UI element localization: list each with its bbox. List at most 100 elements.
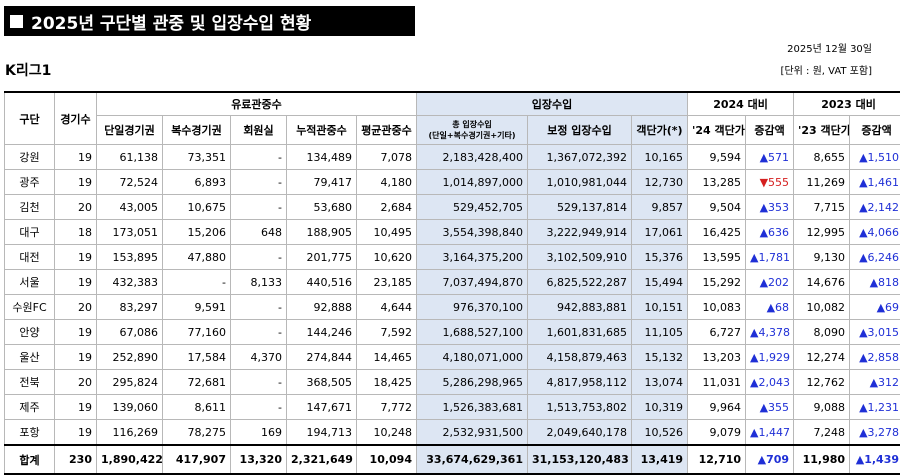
unit-price-cell: 13,074: [632, 370, 688, 395]
total-revenue-cell: 1,688,527,100: [417, 320, 528, 345]
header-total-revenue: 총 입장수입 (단일+복수경기권+기타): [417, 116, 528, 145]
attendance-revenue-table: 구단 경기수 유료관중수 입장수입 2024 대비 2023 대비 단일경기권 …: [4, 91, 900, 475]
unit-price-cell: 11,105: [632, 320, 688, 345]
single-cell: 116,269: [97, 420, 163, 446]
cumulative-cell: 274,844: [287, 345, 357, 370]
header-total-revenue-line1: 총 입장수입: [421, 119, 523, 130]
price-2024-cell: 10,083: [688, 295, 746, 320]
games-cell: 18: [55, 220, 97, 245]
club-cell: 광주: [5, 170, 55, 195]
report-title: 2025년 구단별 관중 및 입장수입 현황: [31, 9, 311, 34]
member-cell: 648: [231, 220, 287, 245]
unit-price-cell: 17,061: [632, 220, 688, 245]
average-cell: 10,248: [357, 420, 417, 446]
average-cell: 14,465: [357, 345, 417, 370]
diff-2023-cell: ▲3,278: [850, 420, 900, 446]
adjusted-revenue-cell: 1,367,072,392: [528, 145, 632, 170]
multi-cell: 417,907: [163, 445, 231, 474]
header-price-2024: '24 객단가: [688, 116, 746, 145]
diff-2024-cell: ▲2,043: [746, 370, 794, 395]
multi-cell: 6,893: [163, 170, 231, 195]
price-2024-cell: 13,285: [688, 170, 746, 195]
multi-cell: 8,611: [163, 395, 231, 420]
games-cell: 20: [55, 195, 97, 220]
unit-price-cell: 9,857: [632, 195, 688, 220]
average-cell: 7,078: [357, 145, 417, 170]
unit-price-cell: 10,151: [632, 295, 688, 320]
average-cell: 18,425: [357, 370, 417, 395]
diff-2023-cell: ▲312: [850, 370, 900, 395]
total-revenue-cell: 2,532,931,500: [417, 420, 528, 446]
price-2024-cell: 9,594: [688, 145, 746, 170]
total-revenue-cell: 4,180,071,000: [417, 345, 528, 370]
diff-2024-cell: ▲709: [746, 445, 794, 474]
games-cell: 230: [55, 445, 97, 474]
total-revenue-cell: 1,014,897,000: [417, 170, 528, 195]
price-2024-cell: 13,203: [688, 345, 746, 370]
unit-price-cell: 15,132: [632, 345, 688, 370]
header-adjusted-revenue: 보정 입장수입: [528, 116, 632, 145]
header-diff-2024: 증감액: [746, 116, 794, 145]
cumulative-cell: 368,505: [287, 370, 357, 395]
single-cell: 252,890: [97, 345, 163, 370]
adjusted-revenue-cell: 1,010,981,044: [528, 170, 632, 195]
adjusted-revenue-cell: 529,137,814: [528, 195, 632, 220]
diff-2024-cell: ▲353: [746, 195, 794, 220]
adjusted-revenue-cell: 6,825,522,287: [528, 270, 632, 295]
games-cell: 19: [55, 420, 97, 446]
adjusted-revenue-cell: 31,153,120,483: [528, 445, 632, 474]
cumulative-cell: 440,516: [287, 270, 357, 295]
diff-2023-cell: ▲69: [850, 295, 900, 320]
adjusted-revenue-cell: 942,883,881: [528, 295, 632, 320]
price-2023-cell: 7,715: [794, 195, 850, 220]
unit-price-cell: 15,376: [632, 245, 688, 270]
total-revenue-cell: 529,452,705: [417, 195, 528, 220]
header-paid-attendance: 유료관중수: [97, 92, 417, 116]
club-cell: 수원FC: [5, 295, 55, 320]
average-cell: 7,592: [357, 320, 417, 345]
cumulative-cell: 188,905: [287, 220, 357, 245]
header-games: 경기수: [55, 92, 97, 145]
adjusted-revenue-cell: 1,513,753,802: [528, 395, 632, 420]
club-cell: 전북: [5, 370, 55, 395]
club-cell: 합계: [5, 445, 55, 474]
average-cell: 4,180: [357, 170, 417, 195]
price-2023-cell: 11,980: [794, 445, 850, 474]
unit-note: [단위 : 원, VAT 포함]: [781, 62, 872, 77]
header-total-revenue-line2: (단일+복수경기권+기타): [421, 130, 523, 141]
multi-cell: 17,584: [163, 345, 231, 370]
member-cell: 169: [231, 420, 287, 446]
price-2024-cell: 12,710: [688, 445, 746, 474]
adjusted-revenue-cell: 4,158,879,463: [528, 345, 632, 370]
total-revenue-cell: 33,674,629,361: [417, 445, 528, 474]
diff-2023-cell: ▲1,461: [850, 170, 900, 195]
league-name: K리그1: [5, 60, 51, 80]
price-2023-cell: 7,248: [794, 420, 850, 446]
report-title-bar: 2025년 구단별 관중 및 입장수입 현황: [4, 6, 415, 36]
club-cell: 포항: [5, 420, 55, 446]
total-revenue-cell: 7,037,494,870: [417, 270, 528, 295]
header-member: 회원실: [231, 116, 287, 145]
single-cell: 1,890,422: [97, 445, 163, 474]
total-revenue-cell: 3,164,375,200: [417, 245, 528, 270]
club-cell: 김천: [5, 195, 55, 220]
diff-2024-cell: ▲4,378: [746, 320, 794, 345]
club-cell: 강원: [5, 145, 55, 170]
header-vs-2024: 2024 대비: [688, 92, 794, 116]
diff-2023-cell: ▲818: [850, 270, 900, 295]
price-2023-cell: 12,995: [794, 220, 850, 245]
price-2023-cell: 12,274: [794, 345, 850, 370]
unit-price-cell: 10,319: [632, 395, 688, 420]
unit-price-cell: 10,165: [632, 145, 688, 170]
diff-2024-cell: ▼555: [746, 170, 794, 195]
diff-2023-cell: ▲1,439: [850, 445, 900, 474]
multi-cell: -: [163, 270, 231, 295]
single-cell: 153,895: [97, 245, 163, 270]
multi-cell: 15,206: [163, 220, 231, 245]
cumulative-cell: 147,671: [287, 395, 357, 420]
